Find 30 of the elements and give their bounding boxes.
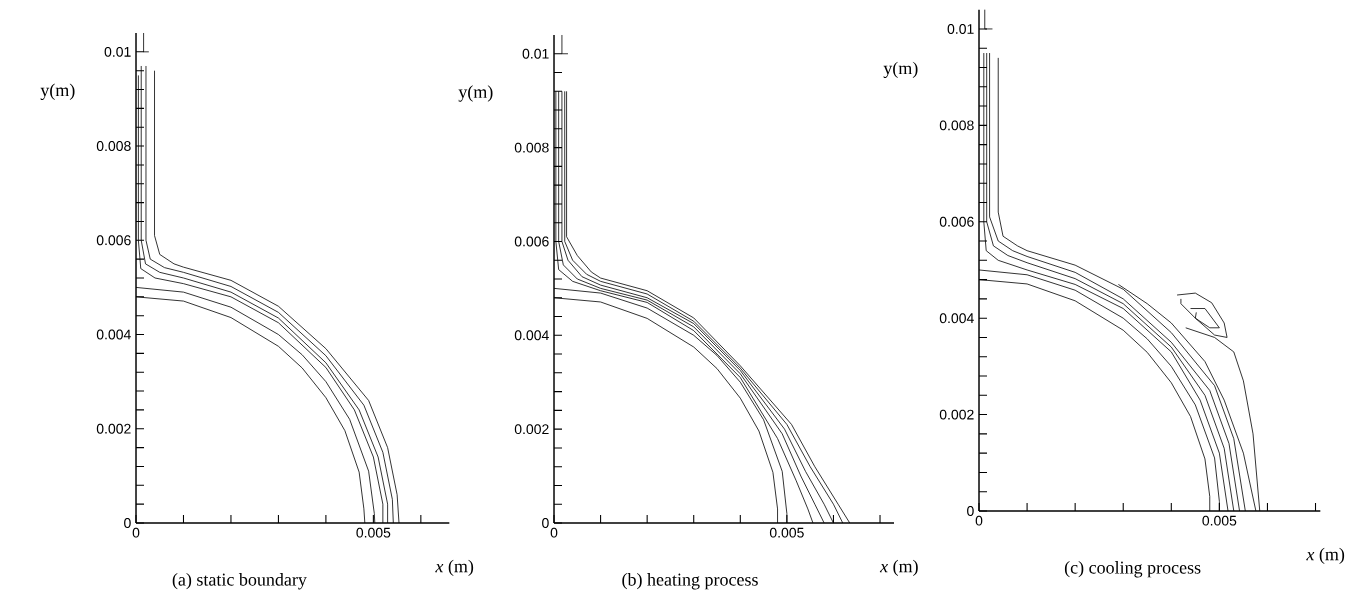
x-axis-title: x (m): [1306, 547, 1345, 565]
y-axis-title: y(m): [40, 83, 75, 100]
x-tick-label: 0: [132, 527, 140, 538]
y-axis-title: y(m): [458, 85, 493, 102]
x-tick-label: 0.005: [769, 527, 804, 538]
y-tick-label: 0.008: [96, 141, 131, 152]
text: (a) static boundary: [172, 573, 307, 590]
y-tick-label: 0.006: [514, 236, 549, 247]
y-tick-label: 0.004: [514, 330, 549, 341]
y-tick-label: 0.01: [104, 46, 131, 57]
x-axis-title: x (m): [435, 559, 474, 577]
y-tick-label: 0: [967, 506, 974, 516]
y-tick-label: 0.002: [96, 423, 131, 434]
text: (c) cooling process: [1064, 561, 1201, 578]
x-tick-label: 0.005: [356, 527, 391, 538]
y-tick-label: 0.008: [939, 120, 974, 131]
y-tick-label: 0.006: [96, 235, 131, 246]
y-tick-label: 0.01: [522, 48, 549, 59]
x-tick-label: 0: [550, 527, 558, 538]
y-tick-label: 0.004: [96, 329, 131, 340]
y-tick-label: 0.004: [939, 313, 974, 324]
y-tick-label: 0.002: [939, 409, 974, 420]
y-tick-label: 0.01: [947, 23, 974, 34]
y-tick-label: 0.002: [514, 424, 549, 435]
y-tick-label: 0.008: [514, 142, 549, 153]
x-tick-label: 0.005: [1202, 515, 1237, 526]
text: (b) heating process: [622, 573, 758, 590]
x-axis-title: x (m): [879, 559, 918, 577]
y-tick-label: 0.006: [939, 216, 974, 227]
y-axis-title: y(m): [883, 61, 918, 79]
